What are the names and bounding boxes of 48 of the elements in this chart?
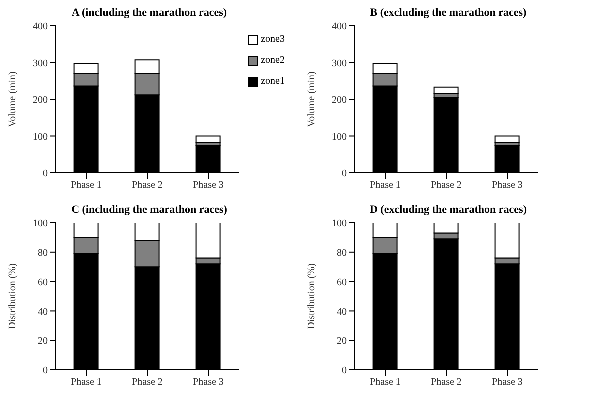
y-tick-label: 80 (337, 248, 347, 259)
bar (196, 136, 221, 144)
x-tick-label: Phase 3 (492, 377, 523, 388)
y-tick-label: 100 (332, 218, 347, 230)
y-tick-label: 100 (33, 218, 48, 230)
y-tick-label: 0 (342, 168, 347, 180)
x-tick-label: Phase 3 (492, 180, 523, 192)
y-axis-title: Distribution (%) (306, 264, 318, 330)
y-tick-label: 200 (332, 95, 347, 106)
y-tick-label: 400 (332, 22, 347, 33)
x-tick-label: Phase 2 (132, 377, 163, 388)
y-tick-label: 300 (332, 58, 347, 70)
y-tick-label: 60 (337, 277, 347, 288)
y-tick-label: 400 (33, 22, 48, 33)
y-axis-title: Volume (min) (306, 72, 318, 128)
chart-title: D (excluding the marathon races) (368, 203, 528, 218)
y-tick-label: 100 (332, 132, 347, 143)
x-tick-label: Phase 2 (431, 377, 462, 388)
x-tick-label: Phase 1 (370, 180, 401, 192)
x-tick-label: Phase 1 (71, 180, 102, 192)
bar (494, 136, 520, 144)
y-tick-label: 100 (33, 132, 48, 143)
y-axis-title: Volume (min) (8, 72, 19, 128)
x-tick-label: Phase 3 (193, 180, 224, 192)
x-tick-label: Phase 1 (71, 377, 102, 388)
y-tick-label: 40 (337, 306, 347, 318)
bar (434, 86, 459, 94)
x-tick-label: Phase 3 (193, 377, 224, 388)
chart-title: B (excluding the marathon races) (369, 6, 528, 21)
legend-label: zone2 (261, 55, 285, 66)
y-tick-label: 0 (342, 366, 347, 377)
x-tick-label: Phase 1 (370, 377, 401, 388)
y-tick-label: 0 (43, 366, 48, 377)
y-tick-label: 80 (38, 248, 48, 259)
x-tick-label: Phase 2 (431, 180, 462, 192)
y-axis-title: Distribution (%) (8, 264, 19, 330)
chart-title: A (including the marathon races) (70, 6, 228, 21)
y-tick-label: 20 (38, 336, 48, 348)
y-tick-label: 40 (38, 306, 48, 318)
y-tick-label: 300 (33, 58, 48, 70)
chart-title: C (including the marathon races) (70, 203, 228, 218)
y-tick-label: 60 (38, 277, 48, 288)
legend-label: zone3 (261, 34, 285, 45)
y-tick-label: 200 (33, 95, 48, 106)
y-tick-label: 0 (43, 168, 48, 180)
y-tick-label: 20 (337, 336, 347, 348)
x-tick-label: Phase 2 (132, 180, 163, 192)
legend-label: zone1 (261, 76, 285, 87)
